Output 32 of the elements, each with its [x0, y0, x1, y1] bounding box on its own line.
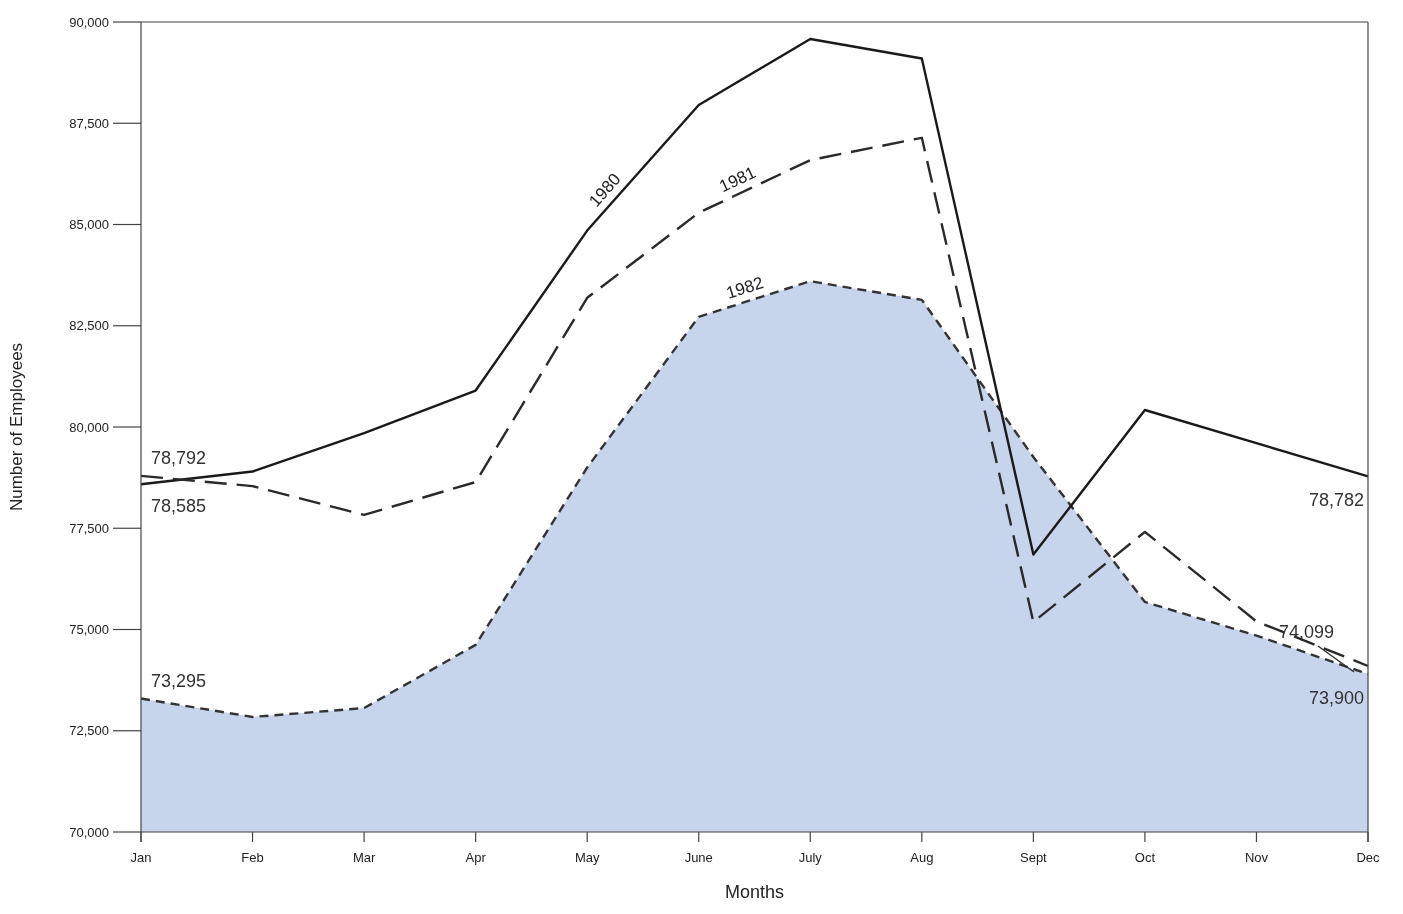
x-tick-label: Jan: [130, 850, 152, 865]
annotation: 78,782: [1308, 490, 1364, 511]
x-tick-label: June: [684, 850, 713, 865]
x-tick-label: May: [574, 850, 600, 865]
annotation: 78,585: [151, 496, 207, 517]
y-tick-label: 77,500: [69, 520, 109, 536]
x-tick-label: Aug: [910, 850, 934, 865]
y-axis-title: Number of Employees: [7, 342, 26, 512]
y-tick-label: 82,500: [69, 318, 109, 334]
x-tick-label: Feb: [241, 850, 264, 865]
y-tick-label: 85,000: [69, 217, 109, 233]
x-tick-label: Mar: [352, 850, 376, 865]
annotation: 74,099: [1278, 621, 1334, 642]
text: 1981: [716, 162, 759, 197]
x-tick-label: July: [798, 850, 823, 865]
x-tick-label: Nov: [1244, 850, 1269, 865]
annotation: 78,792: [151, 447, 207, 468]
x-tick-label: Dec: [1356, 850, 1381, 865]
y-tick-label: 70,000: [69, 824, 109, 840]
y-tick-label: 80,000: [69, 419, 109, 435]
y-tick-label: 87,500: [69, 115, 109, 131]
x-tick-label: Apr: [465, 850, 487, 865]
x-tick-label: Oct: [1134, 850, 1156, 865]
annotation: 73,900: [1308, 688, 1364, 709]
y-tick-label: 75,000: [69, 622, 109, 638]
y-tick-label: 90,000: [69, 14, 109, 30]
y-tick-label: 72,500: [69, 723, 109, 739]
line-series: [139, 37, 1370, 556]
annotation: 73,295: [151, 670, 207, 691]
text: 1982: [723, 273, 766, 303]
x-axis-title: Months: [724, 882, 785, 902]
x-tick-label: Sept: [1019, 850, 1048, 865]
